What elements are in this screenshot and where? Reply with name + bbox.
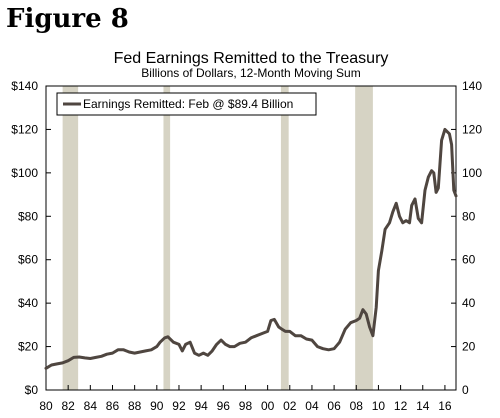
recession-band-1 [62, 86, 79, 390]
y-tick-label-right: 60 [462, 253, 476, 267]
y-tick-label-left: $120 [11, 122, 38, 136]
recession-band-3 [280, 86, 289, 390]
x-tick-label: 12 [394, 399, 408, 413]
axis-ticks: $0 0 $20 20 $40 40 $60 60 $80 80 $100 100 $120 120 $14… [11, 79, 482, 413]
recession-shading [62, 86, 373, 390]
y-tick-label-right: 0 [462, 383, 469, 397]
y-tick-label-right: 140 [462, 79, 482, 93]
y-tick-label-right: 80 [462, 209, 476, 223]
figure-label: Figure 8 [6, 4, 129, 34]
y-tick-label-left: $40 [18, 296, 38, 310]
x-tick-label: 04 [305, 399, 319, 413]
x-tick-label: 88 [128, 399, 142, 413]
y-tick-label-left: $140 [11, 79, 38, 93]
y-tick-label-left: $20 [18, 340, 38, 354]
y-tick-label-right: 100 [462, 166, 482, 180]
x-tick-label: 06 [327, 399, 341, 413]
legend: Earnings Remitted: Feb @ $89.4 Billion [56, 92, 317, 116]
legend-box [56, 92, 317, 116]
y-tick-label-right: 120 [462, 122, 482, 136]
x-tick-label: 80 [39, 399, 53, 413]
x-tick-label: 92 [172, 399, 186, 413]
x-tick-label: 96 [217, 399, 231, 413]
x-tick-label: 14 [416, 399, 430, 413]
x-tick-label: 16 [438, 399, 452, 413]
x-tick-label: 08 [350, 399, 364, 413]
x-tick-label: 86 [106, 399, 120, 413]
recession-band-4 [355, 86, 373, 390]
x-tick-label: 02 [283, 399, 297, 413]
y-tick-label-right: 20 [462, 340, 476, 354]
plot-frame [45, 85, 457, 391]
recession-band-2 [163, 86, 171, 390]
y-tick-label-left: $80 [18, 209, 38, 223]
x-tick-label: 10 [372, 399, 386, 413]
x-tick-label: 82 [61, 399, 75, 413]
x-tick-label: 00 [261, 399, 275, 413]
chart-subtitle: Billions of Dollars, 12-Month Moving Sum [141, 66, 360, 80]
x-tick-label: 90 [150, 399, 164, 413]
y-tick-label-left: $60 [18, 253, 38, 267]
x-tick-label: 84 [84, 399, 98, 413]
x-tick-label: 98 [239, 399, 253, 413]
chart-title: Fed Earnings Remitted to the Treasury [114, 50, 389, 67]
y-tick-label-left: $0 [25, 383, 39, 397]
legend-entry: Earnings Remitted: Feb @ $89.4 Billion [83, 97, 293, 111]
earnings-remitted-line [44, 127, 458, 370]
y-tick-label-left: $100 [11, 166, 38, 180]
y-tick-label-right: 40 [462, 296, 476, 310]
x-tick-label: 94 [194, 399, 208, 413]
